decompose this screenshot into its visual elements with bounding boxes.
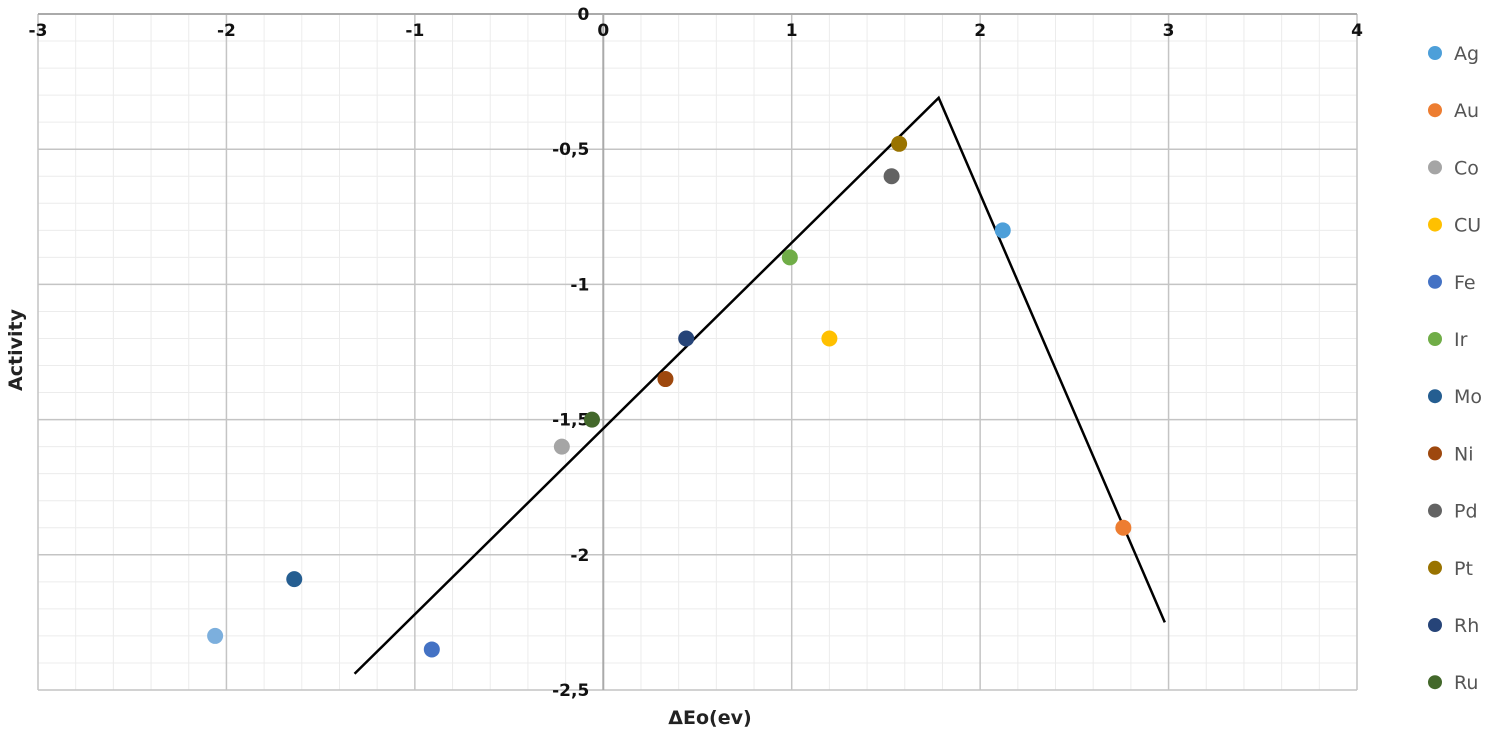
legend-marker	[1428, 389, 1442, 404]
y-tick-label: -2	[570, 546, 589, 566]
data-point-ag	[994, 222, 1011, 239]
data-point-ru	[583, 411, 600, 428]
legend-label: Ag	[1454, 43, 1479, 65]
y-tick-label: 0	[577, 5, 589, 25]
legend-label: Ru	[1454, 672, 1478, 694]
legend-label: Mo	[1454, 386, 1482, 408]
data-point-pd	[883, 168, 900, 185]
x-tick-label: -2	[217, 21, 236, 41]
x-tick-label: -1	[405, 21, 424, 41]
data-point-mo	[286, 571, 303, 588]
data-point-pt	[891, 135, 908, 152]
y-tick-label: -2,5	[552, 681, 589, 701]
data-point-rh	[678, 330, 695, 347]
y-tick-label: -0,5	[552, 140, 589, 160]
x-tick-label: 4	[1351, 21, 1363, 41]
legend-label: Ni	[1454, 443, 1474, 465]
legend-label: Pd	[1454, 501, 1478, 523]
legend-marker	[1428, 274, 1442, 289]
x-tick-label: -3	[29, 21, 48, 41]
x-tick-label: 3	[1163, 21, 1175, 41]
data-point	[207, 627, 224, 644]
legend-marker	[1428, 332, 1442, 346]
legend-marker	[1428, 675, 1442, 690]
legend-label: Co	[1454, 157, 1479, 179]
data-point-au	[1115, 519, 1132, 536]
legend-label: Fe	[1454, 272, 1476, 294]
data-point-ir	[781, 249, 798, 266]
legend-marker	[1428, 217, 1442, 232]
legend-label: CU	[1454, 215, 1481, 237]
legend-marker	[1428, 103, 1442, 118]
legend-label: Au	[1454, 100, 1479, 122]
legend-marker	[1428, 503, 1442, 518]
legend-label: Rh	[1454, 615, 1479, 637]
legend-marker	[1428, 46, 1442, 60]
data-point-co	[553, 438, 570, 455]
legend-marker	[1428, 160, 1442, 175]
legend-marker	[1428, 560, 1442, 575]
data-point-fe	[423, 641, 440, 658]
legend-label: Ir	[1454, 329, 1468, 351]
y-tick-label: -1	[570, 275, 589, 295]
legend-marker	[1428, 446, 1442, 461]
x-tick-label: 0	[597, 21, 609, 41]
y-tick-label: -1,5	[552, 411, 589, 431]
x-tick-label: 1	[786, 21, 798, 41]
x-tick-label: 2	[974, 21, 986, 41]
x-axis-title: ΔEo(ev)	[668, 707, 751, 729]
data-point-cu	[821, 330, 838, 347]
data-point-ni	[657, 371, 674, 388]
trend-line	[353, 95, 1166, 675]
y-axis-title: Activity	[5, 308, 27, 391]
legend-marker	[1428, 618, 1442, 632]
legend-label: Pt	[1454, 558, 1473, 580]
